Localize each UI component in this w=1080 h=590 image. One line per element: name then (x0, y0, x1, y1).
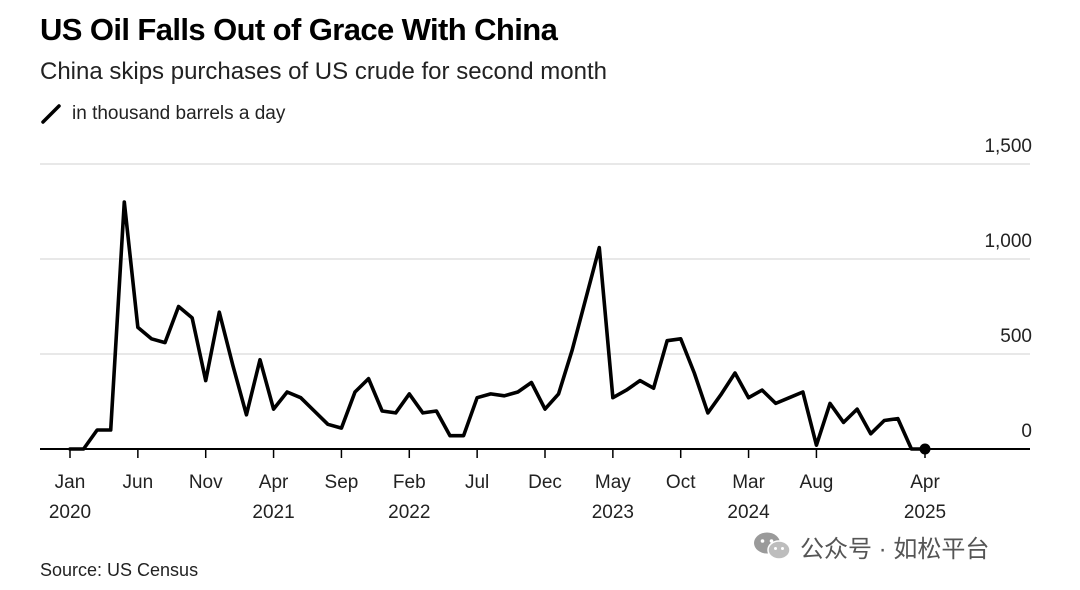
x-tick-label-15: Apr (259, 472, 289, 493)
legend-label: in thousand barrels a day (72, 103, 286, 124)
x-tick-label-10: Nov (189, 472, 223, 493)
x-tick-label-45: Oct (666, 472, 696, 493)
x-tick-year-0: 2020 (49, 502, 91, 523)
watermark: 公众号 · 如松平台 (752, 528, 989, 564)
y-tick-label-1500: 1,500 (984, 136, 1032, 157)
y-tick-label-0: 0 (1021, 421, 1032, 442)
x-tick-label-50: Mar (732, 472, 765, 493)
x-tick-label-5: Jun (123, 472, 154, 493)
x-tick-label-25: Feb (393, 472, 426, 493)
x-tick-year-40: 2023 (592, 502, 634, 523)
x-tick-year-25: 2022 (388, 502, 430, 523)
legend: in thousand barrels a day (40, 100, 285, 128)
x-tick-year-15: 2021 (252, 502, 294, 523)
chart-title: US Oil Falls Out of Grace With China (40, 12, 558, 47)
x-axis-labels: Jan 2020 Jun Nov Apr 2021 Sep Feb 2022 Jul Dec May 2… (49, 449, 946, 523)
x-tick-label-30: Jul (465, 472, 489, 493)
series-line-0 (68, 200, 927, 451)
x-tick-label-63: Apr (910, 472, 940, 493)
x-tick-label-55: Aug (800, 472, 834, 493)
last-point-marker (919, 443, 931, 455)
line-legend-icon (41, 104, 61, 124)
y-tick-label-1000: 1,000 (984, 231, 1032, 252)
watermark-text: 公众号 · 如松平台 (800, 535, 990, 563)
x-tick-label-20: Sep (325, 472, 359, 493)
series (68, 200, 931, 455)
x-tick-year-50: 2024 (727, 502, 770, 523)
y-tick-label-500: 500 (1000, 326, 1032, 347)
wechat-icon (754, 532, 791, 560)
gridlines (40, 163, 1030, 355)
x-tick-year-63: 2025 (904, 502, 946, 523)
source-note: Source: US Census (40, 560, 199, 580)
x-tick-label-0: Jan (55, 472, 86, 493)
x-tick-label-40: May (595, 472, 631, 493)
y-axis-labels: 0 500 1,000 1,500 (984, 136, 1032, 442)
chart-subtitle: China skips purchases of US crude for se… (40, 58, 607, 85)
x-tick-label-35: Dec (528, 472, 562, 493)
